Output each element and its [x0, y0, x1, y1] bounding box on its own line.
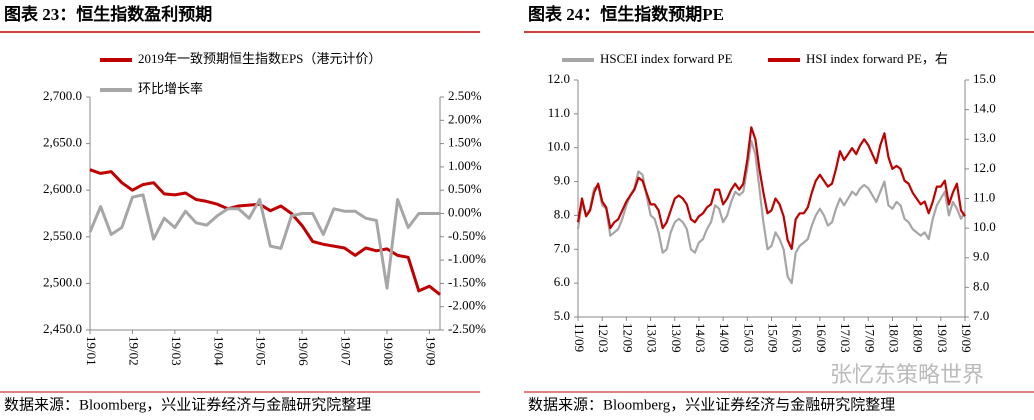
x-tick-label: 15/03 [741, 323, 756, 353]
x-tick-label: 19/02 [126, 336, 141, 366]
legend-label: 2019年一致预期恒生指数EPS（港元计价） [138, 51, 381, 66]
y2-tick-label: -2.00% [448, 298, 486, 313]
x-tick-label: 17/09 [862, 323, 877, 353]
x-tick-label: 13/03 [645, 323, 660, 353]
y2-tick-label: 1.50% [448, 135, 482, 150]
x-tick-label: 18/09 [911, 323, 926, 353]
legend-label: 环比增长率 [138, 81, 203, 96]
chart-title: 图表 23：恒生指数盈利预期 [4, 4, 212, 24]
x-tick-label: 19/03 [935, 323, 950, 353]
y2-tick-label: 13.0 [973, 130, 996, 145]
x-tick-label: 19/09 [423, 336, 438, 366]
legend-label: HSI index forward PE，右 [806, 51, 948, 66]
y-tick-label: 2,450.0 [43, 321, 82, 336]
y2-tick-label: 8.0 [973, 278, 989, 293]
y2-tick-label: 14.0 [973, 101, 996, 116]
y2-tick-label: 10.0 [973, 219, 996, 234]
chart-title: 图表 24：恒生指数预期PE [528, 4, 724, 24]
x-tick-label: 19/03 [169, 336, 184, 366]
x-tick-label: 11/09 [572, 323, 587, 352]
source: 数据来源：Bloomberg，兴业证券经济与金融研究院整理 [4, 395, 371, 413]
y2-tick-label: -1.50% [448, 274, 486, 289]
x-tick-label: 19/07 [339, 336, 354, 366]
y2-tick-label: 11.0 [973, 189, 995, 204]
y-tick-label: 5.0 [554, 308, 570, 323]
y2-tick-label: 0.50% [448, 181, 482, 196]
series-line [88, 193, 440, 290]
series-line [576, 126, 966, 250]
x-tick-label: 13/09 [669, 323, 684, 353]
x-tick-label: 19/05 [254, 336, 269, 366]
x-tick-label: 15/09 [766, 323, 781, 353]
y-tick-label: 8.0 [554, 206, 570, 221]
x-tick-label: 19/04 [211, 336, 226, 366]
y2-tick-label: 9.0 [973, 249, 989, 264]
x-tick-label: 18/03 [886, 323, 901, 353]
y-tick-label: 6.0 [554, 274, 570, 289]
x-tick-label: 19/09 [959, 323, 974, 353]
y2-tick-label: -0.50% [448, 228, 486, 243]
y2-tick-label: 0.00% [448, 204, 482, 219]
y2-tick-label: -1.00% [448, 251, 486, 266]
y-tick-label: 7.0 [554, 240, 570, 255]
source: 数据来源：Bloomberg，兴业证券经济与金融研究院整理 [528, 395, 895, 413]
y2-tick-label: 2.00% [448, 111, 482, 126]
y-tick-label: 2,600.0 [43, 181, 82, 196]
y-tick-label: 2,700.0 [43, 88, 82, 103]
y-tick-label: 10.0 [547, 139, 570, 154]
x-tick-label: 16/09 [814, 323, 829, 353]
y2-tick-label: 2.50% [448, 88, 482, 103]
y2-tick-label: 15.0 [973, 71, 996, 86]
y-tick-label: 2,550.0 [43, 228, 82, 243]
series-line [576, 139, 966, 285]
y2-tick-label: 12.0 [973, 160, 996, 175]
y-tick-label: 2,650.0 [43, 135, 82, 150]
x-tick-label: 19/08 [381, 336, 396, 366]
x-tick-label: 14/09 [717, 323, 732, 353]
x-tick-label: 17/03 [838, 323, 853, 353]
y2-tick-label: -2.50% [448, 321, 486, 336]
x-tick-label: 19/06 [296, 336, 311, 366]
legend-label: HSCEI index forward PE [600, 51, 733, 66]
y-tick-label: 12.0 [547, 71, 570, 86]
x-tick-label: 12/03 [596, 323, 611, 353]
x-tick-label: 19/01 [84, 336, 99, 366]
y-tick-label: 11.0 [548, 105, 570, 120]
y-tick-label: 9.0 [554, 173, 570, 188]
y2-tick-label: 1.00% [448, 158, 482, 173]
x-tick-label: 16/03 [790, 323, 805, 353]
watermark: 张忆东策略世界 [830, 363, 984, 388]
y2-tick-label: 7.0 [973, 308, 989, 323]
y-tick-label: 2,500.0 [43, 274, 82, 289]
x-tick-label: 12/09 [620, 323, 635, 353]
x-tick-label: 14/03 [693, 323, 708, 353]
